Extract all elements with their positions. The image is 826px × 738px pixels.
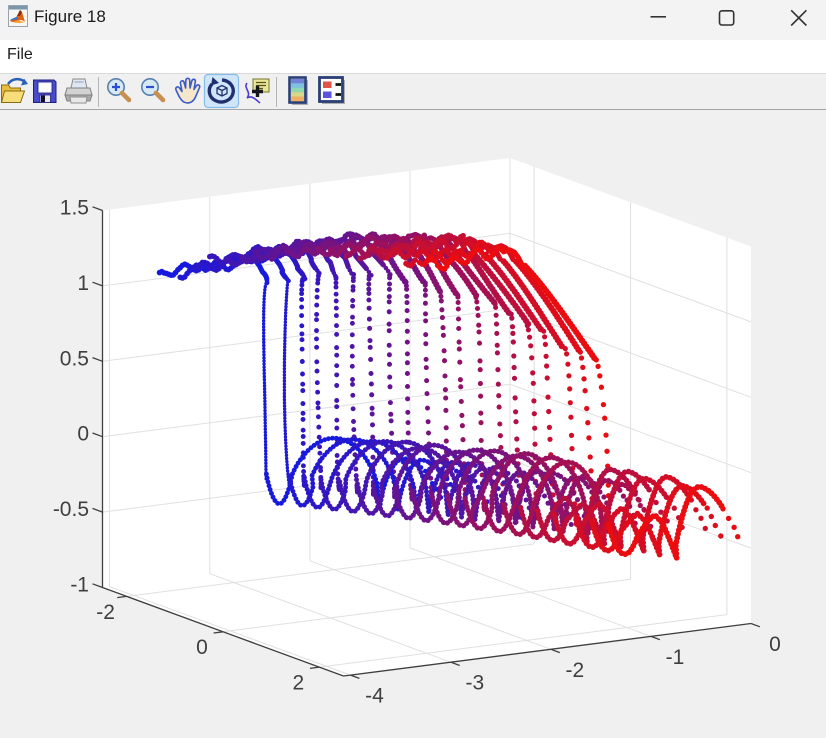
svg-text:-4: -4 bbox=[365, 685, 384, 708]
svg-text:-0.5: -0.5 bbox=[53, 498, 89, 521]
svg-text:0: 0 bbox=[769, 633, 781, 656]
svg-text:0: 0 bbox=[196, 636, 208, 659]
svg-text:-3: -3 bbox=[465, 672, 484, 695]
svg-text:-2: -2 bbox=[96, 601, 115, 624]
svg-text:-2: -2 bbox=[566, 659, 585, 682]
svg-text:-1: -1 bbox=[666, 646, 685, 669]
svg-text:-1: -1 bbox=[70, 574, 89, 597]
svg-text:2: 2 bbox=[293, 672, 305, 695]
svg-text:1.5: 1.5 bbox=[60, 197, 89, 220]
svg-text:0: 0 bbox=[77, 423, 89, 446]
svg-text:0.5: 0.5 bbox=[60, 347, 89, 370]
svg-text:1: 1 bbox=[77, 272, 89, 295]
